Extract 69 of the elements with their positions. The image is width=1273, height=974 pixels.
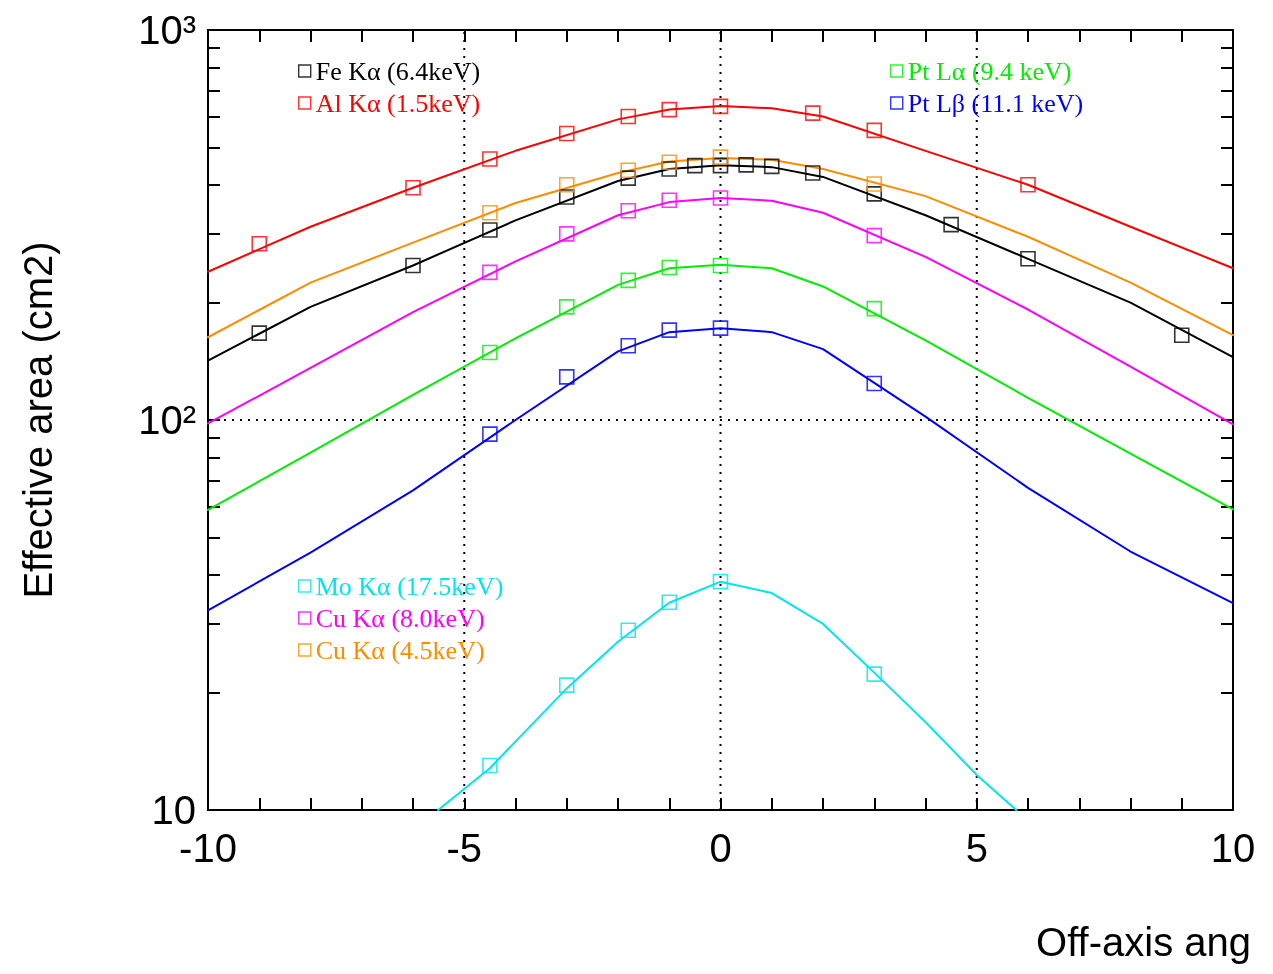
point [558,189,575,205]
point [804,165,821,181]
point [620,170,637,186]
legend-label: Al Kα (1.5keV) [315,88,481,118]
point [558,299,575,315]
point [1020,251,1036,267]
point [482,222,498,238]
y-tick-label: 10² [138,398,196,442]
point [763,158,780,175]
point [482,426,498,442]
legend-label: Pt Lα (9.4 keV) [907,56,1072,86]
point [866,666,883,682]
point [738,157,754,173]
point [866,375,883,392]
point [687,157,703,174]
legend-label: Cu Kα (8.0keV) [315,603,485,633]
point [661,154,678,171]
point [620,272,637,289]
point [405,257,421,274]
point [866,176,883,192]
point [482,344,498,361]
x-axis-title: Off-axis ang [1036,920,1251,964]
legend-label: Cu Kα (4.5keV) [315,635,485,665]
point [251,236,268,252]
x-tick-label: -5 [446,826,483,870]
point [620,622,637,639]
point [620,202,637,219]
point [620,108,637,125]
point [558,369,575,385]
point [943,216,959,233]
point [482,151,498,167]
point [405,179,421,196]
point [558,125,575,142]
point [661,259,678,276]
point [1173,327,1190,343]
point [712,573,729,590]
point [558,677,575,693]
point [712,190,729,206]
point [661,594,678,611]
point [661,322,678,338]
point [558,176,575,193]
legend-label: Mo Kα (17.5keV) [315,571,504,601]
legend-label: Pt Lβ (11.1 keV) [907,88,1084,118]
x-tick-label: 0 [709,826,732,870]
point [866,227,883,244]
point [661,161,678,177]
point [866,186,883,202]
point [866,122,883,139]
point [712,257,729,274]
point [482,757,498,774]
point [661,101,678,118]
legend-label: Fe Kα (6.4keV) [315,56,481,86]
point [712,149,729,165]
point [251,325,268,341]
x-tick-label: 10 [1210,826,1256,870]
point [804,105,821,121]
point [620,337,637,354]
point [482,264,498,281]
point [1020,176,1036,193]
point [661,192,678,209]
y-axis-title: Effective area (cm2) [16,241,60,599]
point [620,162,637,179]
point [482,204,498,221]
point [712,320,729,336]
y-tick-label: 10³ [138,8,196,52]
point [712,98,729,115]
point [866,300,883,317]
x-tick-label: 5 [965,826,988,870]
point [558,226,575,242]
